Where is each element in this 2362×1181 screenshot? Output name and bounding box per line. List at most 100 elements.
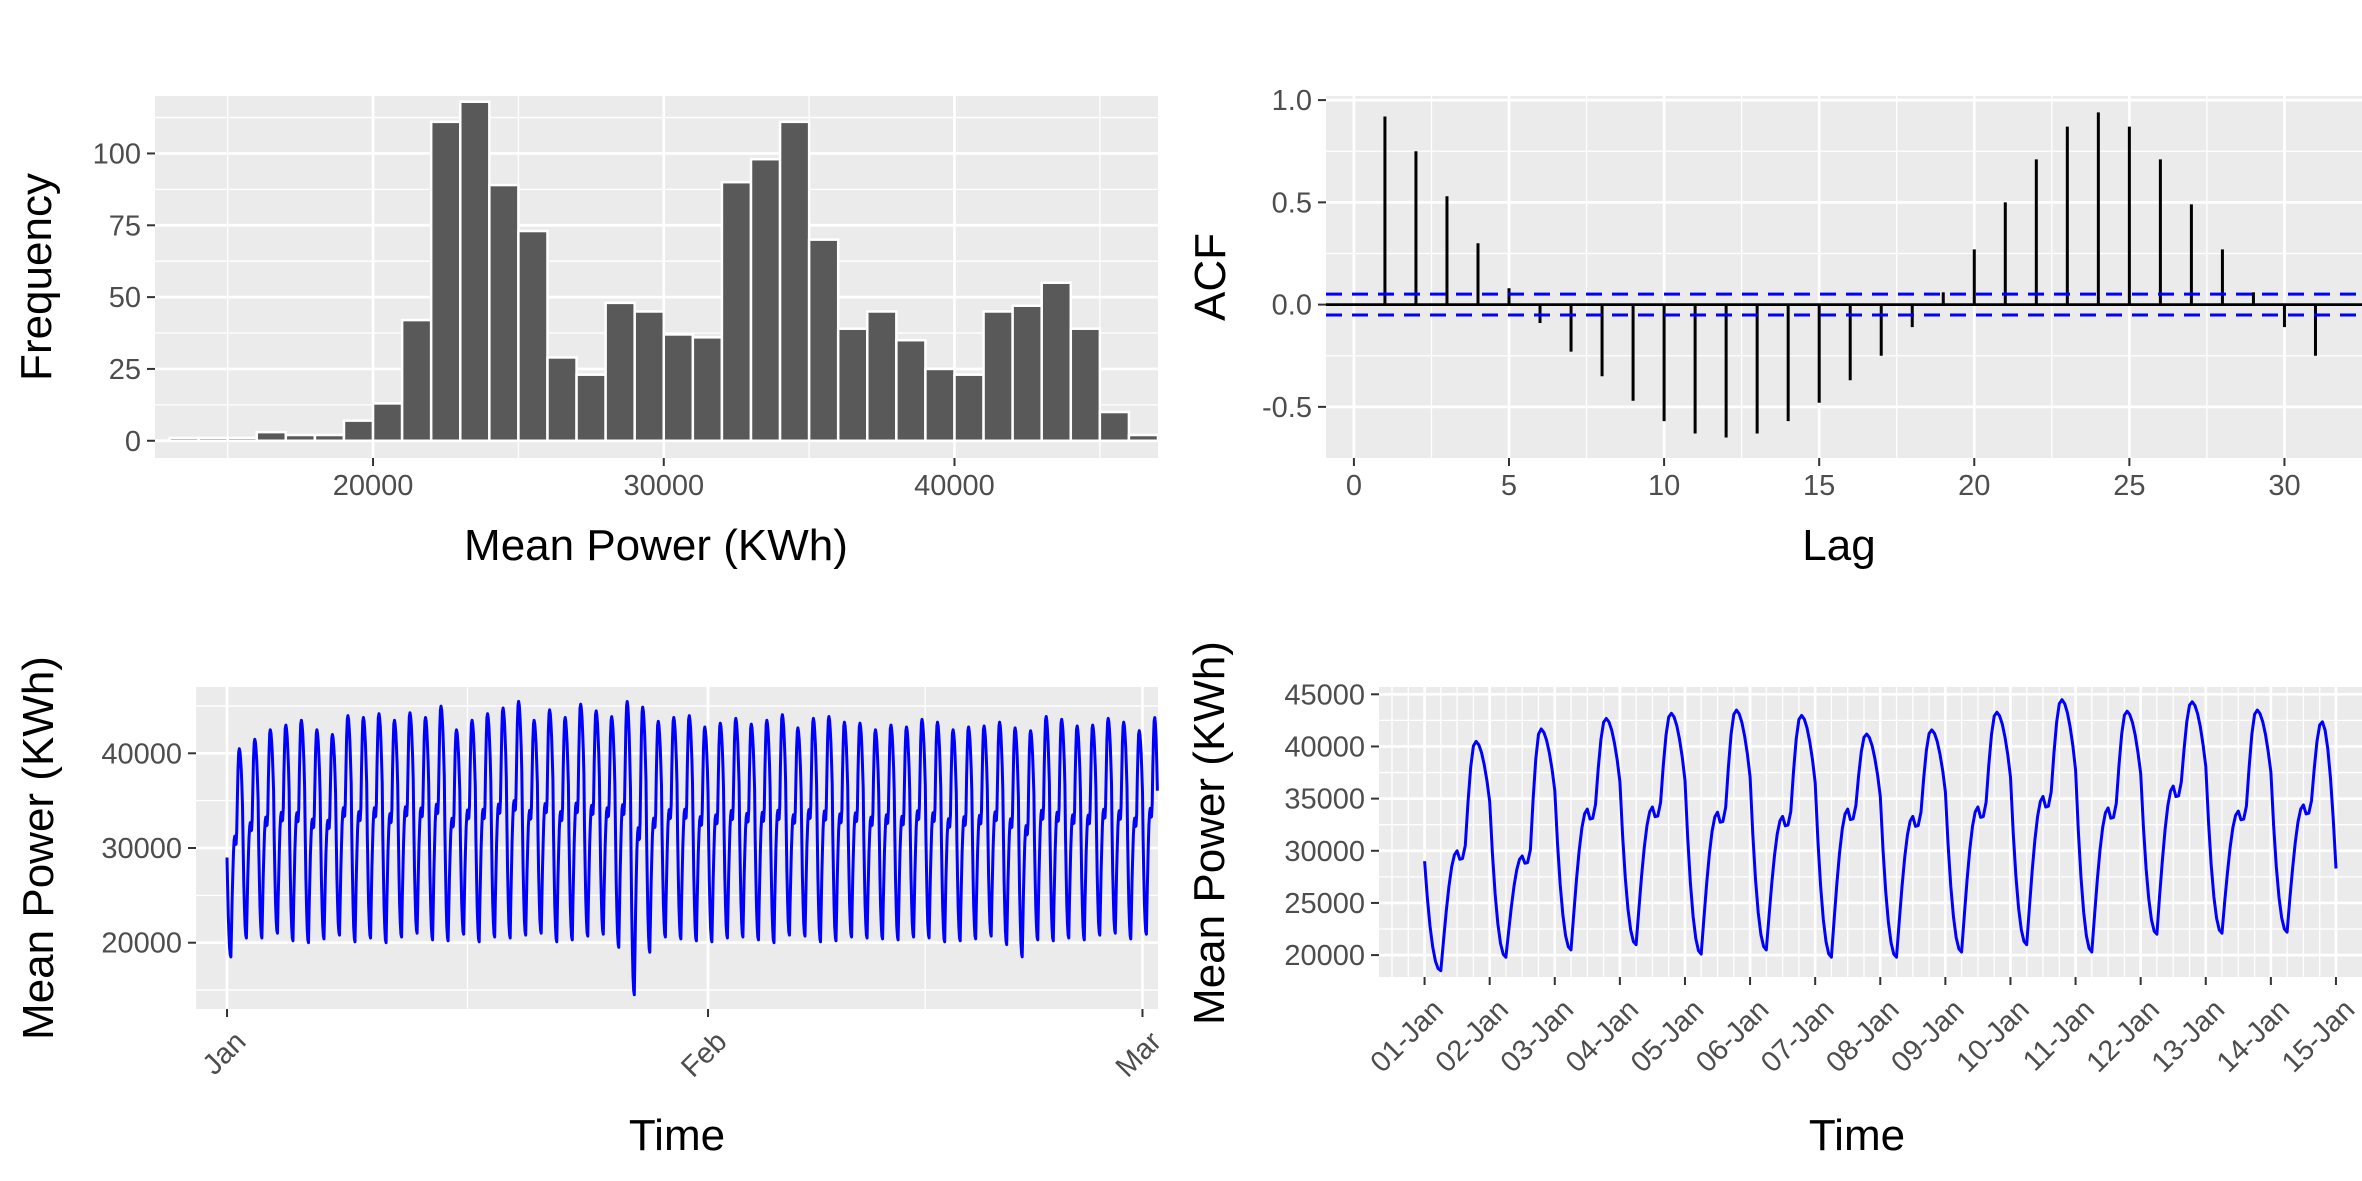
histogram-bar	[691, 336, 724, 443]
histogram-y-tick-label: 25	[109, 354, 141, 386]
acf-y-ticks: -0.5 0.0 0.5 1.0	[1262, 85, 1326, 424]
histogram-bar	[866, 310, 898, 443]
acf-panel: 0 5 10 15 20 25 30 -0.5 0.0 0.5 1.0 Lag ACF	[1181, 0, 2362, 590]
acf-stems	[1326, 112, 2362, 438]
timeseries-long-y-tick-label: 20000	[101, 928, 182, 960]
timeseries-long-panel: Jan Feb Mar 20000 30000 40000 Time Mean Powe…	[0, 590, 1181, 1181]
histogram-bar	[400, 318, 433, 443]
acf-y-tick-label: 0.5	[1272, 187, 1312, 219]
timeseries-two-week-y-ticks: 20000 25000 30000 35000 40000 45000	[1284, 679, 1379, 972]
timeseries-two-week-line	[1423, 698, 2338, 973]
histogram-bar	[1069, 327, 1102, 443]
histogram-x-tick-label: 40000	[914, 470, 995, 502]
timeseries-long-y-axis-title: Mean Power (KWh)	[14, 656, 63, 1040]
acf-y-axis-title: ACF	[1186, 233, 1235, 321]
histogram-bar	[895, 338, 927, 443]
histogram-bar	[546, 356, 578, 443]
timeseries-two-week-x-tick-label: 10-Jan	[1950, 994, 2035, 1079]
acf-x-tick-label: 10	[1648, 470, 1680, 502]
timeseries-two-week-x-tick-label: 14-Jan	[2211, 994, 2296, 1079]
acf-x-tick-label: 0	[1346, 470, 1362, 502]
histogram-x-tick-label: 30000	[623, 470, 704, 502]
histogram-bar	[459, 100, 491, 443]
histogram-x-axis-title: Mean Power (KWh)	[464, 521, 848, 570]
timeseries-two-week-line-group	[1423, 698, 2338, 973]
histogram-bar	[1040, 281, 1073, 443]
timeseries-two-week-x-tick-label: 03-Jan	[1495, 994, 1580, 1079]
histogram-bar	[342, 419, 375, 443]
histogram-y-tick-label: 0	[125, 426, 141, 458]
histogram-bar	[284, 433, 317, 443]
timeseries-long-x-tick-label: Mar	[1110, 1025, 1168, 1083]
timeseries-two-week-y-axis-title: Mean Power (KWh)	[1185, 641, 1234, 1025]
histogram-bar	[633, 310, 666, 443]
timeseries-two-week-x-tick-label: 12-Jan	[2081, 994, 2166, 1079]
timeseries-long-chart: Jan Feb Mar 20000 30000 40000 Time Mean Powe…	[14, 656, 1168, 1160]
histogram-chart: 20000 30000 40000 0 25 50 75 100 Mean Power (K…	[12, 96, 1160, 570]
histogram-bar	[749, 157, 782, 443]
timeseries-two-week-x-tick-label: 08-Jan	[1820, 994, 1905, 1079]
timeseries-two-week-y-tick-label: 40000	[1284, 731, 1365, 763]
histogram-bar	[313, 433, 346, 443]
timeseries-long-x-ticks: Jan Feb Mar	[197, 1009, 1168, 1084]
acf-y-tick-label: -0.5	[1262, 392, 1312, 424]
histogram-bar	[255, 430, 288, 443]
histogram-panel: 20000 30000 40000 0 25 50 75 100 Mean Power (K…	[0, 0, 1181, 590]
timeseries-two-week-x-ticks: 01-Jan02-Jan03-Jan04-Jan05-Jan06-Jan07-J…	[1365, 977, 2361, 1079]
acf-x-tick-label: 25	[2113, 470, 2145, 502]
histogram-bar	[720, 180, 753, 443]
histogram-bar	[429, 120, 462, 443]
histogram-y-tick-label: 50	[109, 282, 141, 314]
timeseries-long-y-tick-label: 40000	[101, 738, 182, 770]
histogram-bar	[517, 229, 549, 443]
acf-x-tick-label: 30	[2268, 470, 2300, 502]
histogram-bar	[807, 238, 840, 443]
histogram-x-tick-label: 20000	[333, 470, 414, 502]
histogram-y-tick-label: 100	[93, 138, 141, 170]
histogram-bar	[924, 367, 956, 443]
timeseries-two-week-x-tick-label: 01-Jan	[1365, 994, 1450, 1079]
timeseries-two-week-panel: 01-Jan 02-Jan 03-Jan 04-Jan 05-Jan 06-Jan 07-J…	[1181, 590, 2362, 1181]
timeseries-two-week-y-tick-label: 45000	[1284, 679, 1365, 711]
histogram-bar	[662, 333, 695, 443]
acf-y-tick-label: 1.0	[1272, 85, 1312, 117]
acf-chart: 0 5 10 15 20 25 30 -0.5 0.0 0.5 1.0 Lag ACF	[1186, 85, 2362, 570]
timeseries-long-line	[225, 699, 1159, 997]
timeseries-two-week-x-tick-label: 02-Jan	[1430, 994, 1515, 1079]
timeseries-long-line-group	[225, 699, 1159, 997]
timeseries-two-week-x-tick-label: 15-Jan	[2276, 994, 2361, 1079]
timeseries-two-week-x-tick-label: 06-Jan	[1690, 994, 1775, 1079]
timeseries-long-x-axis-title: Time	[629, 1111, 725, 1160]
histogram-bar	[168, 436, 200, 443]
histogram-bar	[488, 183, 520, 443]
timeseries-two-week-x-tick-label: 13-Jan	[2146, 994, 2231, 1079]
timeseries-long-y-tick-label: 30000	[101, 833, 182, 865]
acf-x-axis-title: Lag	[1802, 521, 1875, 570]
timeseries-two-week-x-tick-label: 05-Jan	[1625, 994, 1710, 1079]
timeseries-two-week-x-axis-title: Time	[1809, 1111, 1905, 1160]
timeseries-two-week-plot-background	[1379, 687, 2362, 977]
timeseries-long-x-tick-label: Jan	[197, 1026, 253, 1082]
histogram-bars	[168, 100, 1160, 443]
timeseries-two-week-y-tick-label: 25000	[1284, 888, 1365, 920]
histogram-bar	[836, 327, 869, 443]
histogram-x-ticks: 20000 30000 40000	[333, 458, 995, 502]
timeseries-two-week-x-tick-label: 07-Jan	[1755, 994, 1840, 1079]
acf-y-tick-label: 0.0	[1272, 290, 1312, 322]
timeseries-two-week-x-tick-label: 04-Jan	[1560, 994, 1645, 1079]
histogram-y-axis-title: Frequency	[12, 173, 61, 381]
timeseries-two-week-chart: 01-Jan02-Jan03-Jan04-Jan05-Jan06-Jan07-J…	[1185, 641, 2362, 1160]
histogram-bar	[197, 436, 229, 443]
timeseries-long-x-tick-label: Feb	[675, 1026, 733, 1084]
histogram-bar	[1098, 410, 1131, 443]
histogram-bar	[982, 310, 1014, 443]
acf-plot-background	[1326, 96, 2362, 458]
histogram-bar	[604, 301, 636, 443]
histogram-bar	[953, 373, 985, 443]
histogram-y-ticks: 0 25 50 75 100	[93, 138, 155, 458]
histogram-y-tick-label: 75	[109, 210, 141, 242]
timeseries-two-week-y-tick-label: 35000	[1284, 784, 1365, 816]
timeseries-long-y-ticks: 20000 30000 40000	[101, 738, 196, 960]
histogram-bar	[1011, 304, 1043, 443]
histogram-bar	[575, 373, 607, 443]
